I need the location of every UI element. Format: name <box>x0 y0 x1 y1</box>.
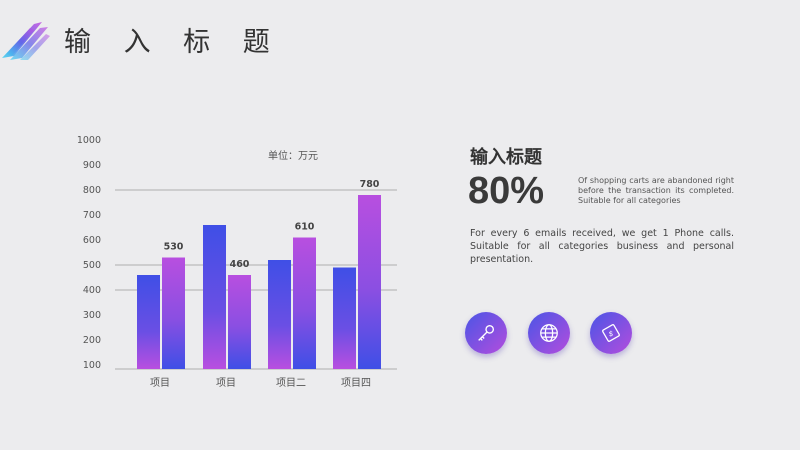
globe-icon <box>540 324 558 342</box>
bar-series2 <box>228 275 251 369</box>
y-tick-label: 300 <box>83 310 101 321</box>
y-tick-label: 1000 <box>77 135 101 146</box>
slide-title: 输 入 标 题 <box>64 27 282 58</box>
bar-series1 <box>203 225 226 369</box>
percent-description: Of shopping carts are abandoned right be… <box>578 176 734 205</box>
data-label: 610 <box>295 222 315 233</box>
bar-series1 <box>333 267 356 369</box>
body-description: For every 6 emails received, we get 1 Ph… <box>470 228 734 265</box>
data-label: 780 <box>360 179 380 190</box>
bar-series1 <box>137 275 160 369</box>
y-tick-label: 500 <box>83 260 101 271</box>
category-label: 项目四 <box>341 377 371 389</box>
y-tick-label: 800 <box>83 185 101 196</box>
y-tick-label: 600 <box>83 235 101 246</box>
unit-label: 单位：万元 <box>268 149 318 162</box>
money-icon-button: $ <box>590 312 632 354</box>
y-tick-label: 100 <box>83 360 101 371</box>
bar-series2 <box>162 257 185 369</box>
brush-logo <box>2 22 50 60</box>
y-tick-label: 900 <box>83 160 101 171</box>
key-icon-button <box>465 312 507 354</box>
y-tick-label: 700 <box>83 210 101 221</box>
globe-icon-button <box>528 312 570 354</box>
data-label: 530 <box>164 242 184 253</box>
category-label: 项目二 <box>276 377 306 389</box>
big-percent: 80% <box>468 170 545 212</box>
y-tick-label: 400 <box>83 285 101 296</box>
category-label: 项目 <box>150 377 170 389</box>
data-label: 460 <box>230 259 250 270</box>
bar-series2 <box>358 195 381 369</box>
category-label: 项目 <box>216 377 236 389</box>
bar-series1 <box>268 260 291 369</box>
bar-series2 <box>293 237 316 369</box>
y-tick-label: 200 <box>83 335 101 346</box>
svg-text:$: $ <box>609 329 614 338</box>
money-icon: $ <box>602 324 620 342</box>
panel-title: 输入标题 <box>470 147 542 168</box>
key-icon <box>478 324 495 341</box>
